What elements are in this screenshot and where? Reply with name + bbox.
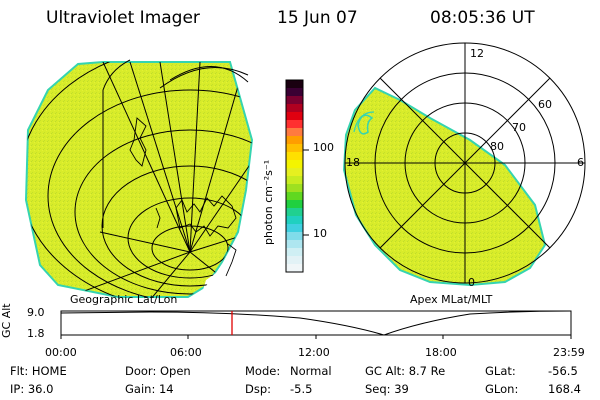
mlt-label-18: 18 [346, 156, 360, 169]
orbit-plot [60, 310, 572, 339]
mlt-label-6: 6 [577, 156, 584, 169]
orbit-axis-label: GC Alt [0, 303, 13, 338]
orbit-ytick-1-8: 1.8 [27, 327, 45, 340]
time-label: 08:05:36 UT [430, 8, 535, 28]
status-ip: IP: 36.0 [10, 382, 54, 396]
status-dsp-label: Dsp: [245, 382, 272, 396]
orbit-xtick-1800: 18:00 [425, 346, 457, 359]
status-door: Door: Open [125, 364, 191, 378]
status-glat-value: -56.5 [548, 364, 578, 378]
mlt-label-12: 12 [470, 47, 484, 60]
status-gc-alt: GC Alt: 8.7 Re [365, 364, 446, 378]
orbit-xtick-2359: 23:59 [553, 346, 585, 359]
left-grid-arcs-outside [102, 59, 249, 228]
colorbar-tick-10: 10 [313, 227, 327, 240]
left-panel-caption: Geographic Lat/Lon [70, 293, 178, 306]
status-flt: Flt: HOME [10, 364, 67, 378]
right-emission-map [342, 86, 547, 287]
mlat-label-60: 60 [538, 98, 552, 111]
orbit-ytick-9: 9.0 [27, 306, 45, 319]
mlat-label-80: 80 [490, 140, 504, 153]
left-latlon-grid [26, 62, 252, 297]
right-panel-caption: Apex MLat/MLT [410, 293, 493, 306]
left-emission-map [24, 61, 254, 300]
mlt-label-0: 0 [468, 276, 475, 289]
right-polar-grid [344, 42, 586, 284]
date-label: 15 Jun 07 [277, 8, 358, 28]
colorbar-unit-label: photon cm⁻²s⁻¹ [262, 159, 275, 245]
status-mode-label: Mode: [245, 364, 281, 378]
mlat-label-70: 70 [512, 121, 526, 134]
status-gain: Gain: 14 [125, 382, 174, 396]
left-coastlines [129, 117, 237, 277]
status-glon-value: 168.4 [548, 382, 581, 396]
status-glon-label: GLon: [485, 382, 519, 396]
orbit-xtick-0000: 00:00 [45, 346, 77, 359]
status-mode-value: Normal [290, 364, 332, 378]
colorbar [285, 79, 309, 273]
orbit-xtick-0600: 06:00 [170, 346, 202, 359]
instrument-title: Ultraviolet Imager [46, 8, 200, 28]
status-seq: Seq: 39 [365, 382, 409, 396]
orbit-xtick-1200: 12:00 [298, 346, 330, 359]
colorbar-tick-100: 100 [313, 141, 334, 154]
status-glat-label: GLat: [485, 364, 516, 378]
status-dsp-value: -5.5 [290, 382, 313, 396]
